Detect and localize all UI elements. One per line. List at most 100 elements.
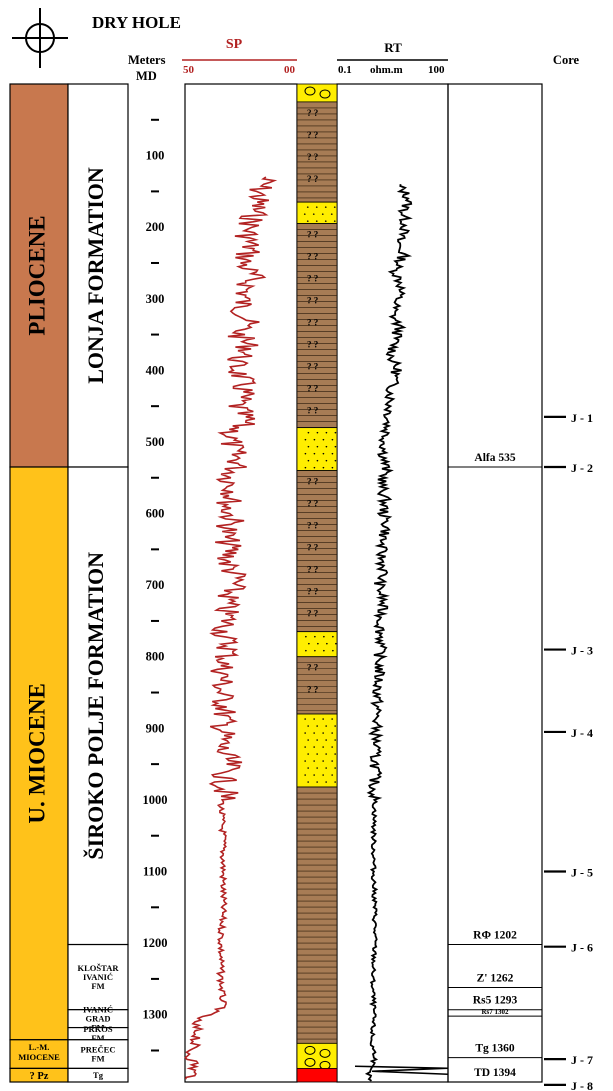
sand-grain-dot	[325, 767, 327, 769]
sand-grain-dot	[334, 431, 337, 434]
sand-grain-dot	[331, 774, 333, 776]
formation-label-part: PREČEC	[81, 1045, 116, 1055]
sand-grain-dot	[334, 753, 336, 755]
lithology-bed-sand	[296, 427, 338, 471]
sand-grain-dot	[323, 635, 325, 638]
rt-label: RT	[384, 40, 402, 55]
sand-grain-dot	[313, 452, 316, 455]
sand-grain-dot	[325, 445, 328, 448]
depth-label: 300	[146, 292, 165, 306]
shale-silt-symbol: ? ?	[307, 384, 318, 394]
marker-label: RΦ 1202	[473, 930, 517, 942]
depth-label: 200	[146, 220, 165, 234]
sp-scale-left: 50	[183, 64, 195, 76]
sand-grain-dot	[334, 445, 337, 448]
sand-grain-dot	[333, 206, 336, 208]
formation-label-part: Tg	[93, 1070, 104, 1080]
sp-curve	[184, 176, 278, 1080]
depth-label: 1100	[143, 865, 167, 879]
lithology-bed-sand	[296, 631, 338, 658]
sand-grain-dot	[304, 466, 307, 469]
lithology-bed-shale	[296, 101, 338, 203]
pebble-symbol	[304, 1057, 316, 1067]
sand-grain-dot	[304, 718, 306, 720]
core-label: J - 5	[571, 866, 593, 880]
sand-grain-dot	[325, 753, 327, 755]
core-label: J - 8	[571, 1079, 593, 1091]
sand-grain-dot	[312, 213, 315, 215]
chronostratigraphy-column: PLIOCENE U. MIOCENE L.-M.MIOCENE ? Pz	[9, 83, 69, 1083]
sand-grain-dot	[316, 781, 318, 783]
core-label: J - 6	[571, 941, 593, 955]
sand-grain-dot	[331, 438, 334, 441]
sand-grain-dot	[322, 466, 325, 469]
marker-label: Z' 1262	[477, 972, 514, 984]
core-label: Core	[553, 53, 580, 67]
lithology-bed-basement	[296, 1067, 338, 1083]
formation-cell-tg	[67, 1067, 129, 1083]
depth-label: 700	[146, 578, 165, 592]
sand-grain-dot	[325, 431, 328, 434]
rt-scale-right: 100	[428, 64, 445, 76]
formation-label-part: KLOŠTAR	[78, 963, 120, 973]
depth-label: 100	[146, 149, 165, 163]
sand-grain-dot	[304, 732, 306, 734]
sand-grain-dot	[313, 774, 315, 776]
marker-label: TD 1394	[474, 1067, 516, 1079]
sand-grain-dot	[315, 206, 318, 208]
sand-grain-dot	[304, 760, 306, 762]
sand-grain-dot	[331, 760, 333, 762]
pebble-symbol	[304, 1045, 316, 1055]
sand-grain-dot	[325, 739, 327, 741]
shale-silt-symbol: ? ?	[307, 274, 318, 284]
md-label: MD	[136, 69, 157, 83]
formation-label-part: IVANIĆ	[83, 1005, 113, 1015]
shale-silt-symbol: ? ?	[307, 663, 318, 673]
sand-grain-dot	[333, 220, 336, 222]
sand-grain-dot	[325, 725, 327, 727]
rt-curve-bottom-spike	[354, 1065, 449, 1076]
sand-grain-dot	[322, 718, 324, 720]
core-column: J - 1 J - 2 J - 3 J - 4 J - 5 J - 6 J - 7 J - 8	[544, 411, 593, 1091]
chrono-label-part: MIOCENE	[18, 1052, 60, 1062]
shale-silt-symbol: ? ?	[307, 543, 318, 553]
sand-grain-dot	[316, 767, 318, 769]
sand-grain-dot	[331, 718, 333, 720]
sand-grain-dot	[334, 739, 336, 741]
sand-grain-dot	[322, 760, 324, 762]
shale-silt-symbol: ? ?	[307, 609, 318, 619]
sand-grain-dot	[316, 445, 319, 448]
dry-hole-symbol-icon	[12, 8, 68, 68]
depth-label: 400	[146, 363, 165, 377]
sand-grain-dot	[331, 732, 333, 734]
pebble-symbol	[304, 86, 316, 96]
marker-label: Tg 1360	[475, 1043, 515, 1055]
lithology-bed-sand	[296, 713, 338, 788]
shale-silt-symbol: ? ?	[307, 230, 318, 240]
pebble-symbol	[319, 1048, 331, 1058]
well-status-label: DRY HOLE	[92, 13, 181, 32]
sand-grain-dot	[315, 220, 318, 222]
sand-grain-dot	[316, 753, 318, 755]
shale-silt-symbol: ? ?	[307, 296, 318, 306]
sand-grain-dot	[321, 213, 324, 215]
shale-silt-symbol: ? ?	[307, 252, 318, 262]
shale-silt-symbol: ? ?	[307, 130, 318, 140]
sand-grain-dot	[303, 213, 306, 215]
sand-grain-dot	[323, 649, 325, 652]
sand-grain-dot	[307, 725, 309, 727]
chrono-label: PLIOCENE	[24, 215, 49, 335]
sand-grain-dot	[307, 459, 310, 462]
sand-grain-dot	[313, 732, 315, 734]
sand-grain-dot	[322, 746, 324, 748]
shale-silt-symbol: ? ?	[307, 340, 318, 350]
sand-grain-dot	[313, 718, 315, 720]
sand-grain-dot	[334, 767, 336, 769]
sand-grain-dot	[334, 459, 337, 462]
marker-label: Rs5 1293	[473, 995, 518, 1007]
depth-label: 500	[146, 435, 165, 449]
sand-grain-dot	[307, 781, 309, 783]
rt-scale-unit: ohm.m	[370, 64, 403, 76]
sand-grain-dot	[325, 459, 328, 462]
